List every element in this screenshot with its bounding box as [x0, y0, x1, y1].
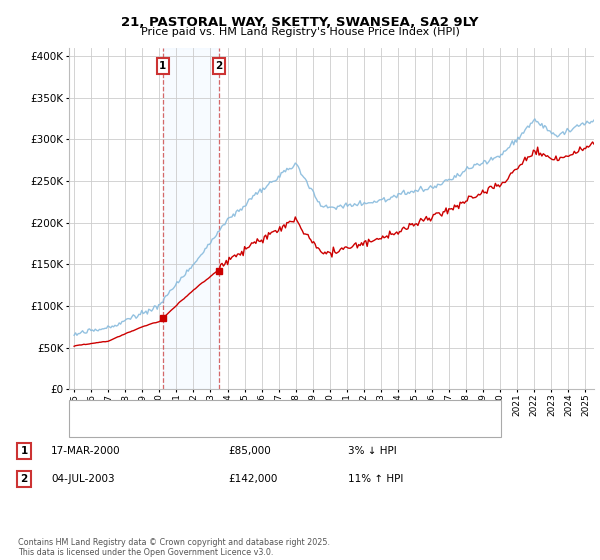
Text: 21, PASTORAL WAY, SKETTY, SWANSEA, SA2 9LY (detached house): 21, PASTORAL WAY, SKETTY, SWANSEA, SA2 9…: [100, 405, 424, 416]
Text: 1: 1: [159, 61, 167, 71]
Text: 17-MAR-2000: 17-MAR-2000: [51, 446, 121, 456]
Text: £85,000: £85,000: [228, 446, 271, 456]
Text: Price paid vs. HM Land Registry's House Price Index (HPI): Price paid vs. HM Land Registry's House …: [140, 27, 460, 37]
Text: Contains HM Land Registry data © Crown copyright and database right 2025.
This d: Contains HM Land Registry data © Crown c…: [18, 538, 330, 557]
Text: ———: ———: [74, 422, 107, 432]
Text: £142,000: £142,000: [228, 474, 277, 484]
Text: 2: 2: [20, 474, 28, 484]
Text: 1: 1: [20, 446, 28, 456]
Text: 3% ↓ HPI: 3% ↓ HPI: [348, 446, 397, 456]
Text: HPI: Average price, detached house, Swansea: HPI: Average price, detached house, Swan…: [100, 422, 325, 432]
Text: 04-JUL-2003: 04-JUL-2003: [51, 474, 115, 484]
Bar: [163, 48, 219, 389]
Text: 11% ↑ HPI: 11% ↑ HPI: [348, 474, 403, 484]
Text: 21, PASTORAL WAY, SKETTY, SWANSEA, SA2 9LY: 21, PASTORAL WAY, SKETTY, SWANSEA, SA2 9…: [121, 16, 479, 29]
Text: ———: ———: [74, 405, 107, 416]
Text: 2: 2: [215, 61, 223, 71]
